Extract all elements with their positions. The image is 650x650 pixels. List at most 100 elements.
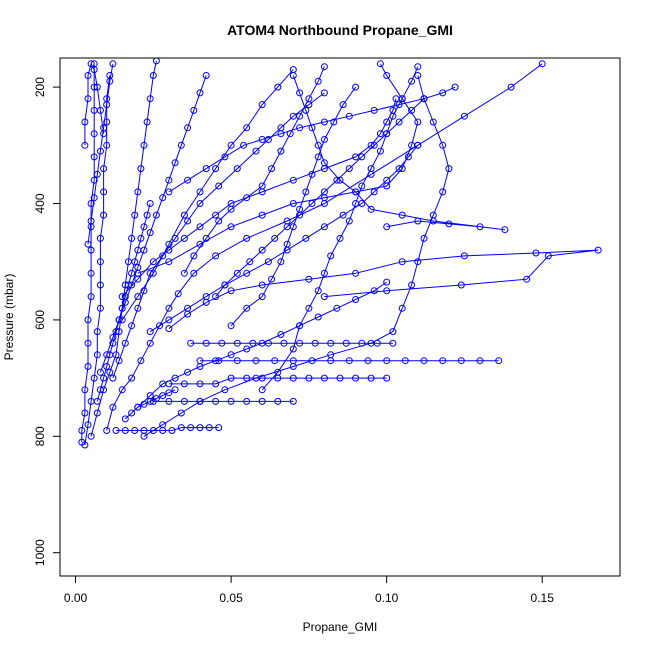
data-point [212, 357, 220, 365]
data-point [171, 386, 179, 394]
series-group [165, 246, 602, 333]
data-point [320, 374, 328, 382]
data-point [233, 357, 241, 365]
data-point [345, 165, 353, 173]
data-point [258, 397, 266, 405]
data-point [84, 95, 92, 103]
data-point [414, 118, 422, 126]
data-point [131, 258, 139, 266]
data-point [243, 345, 251, 353]
series-line [99, 75, 207, 373]
data-point [87, 432, 95, 440]
data-point [196, 188, 204, 196]
data-point [439, 188, 447, 196]
data-point [367, 205, 375, 213]
data-point [314, 77, 322, 85]
data-point [476, 223, 484, 231]
y-tick-label: 800 [33, 426, 47, 446]
data-point [143, 118, 151, 126]
series-line [81, 63, 95, 443]
data-point [414, 217, 422, 225]
data-point [376, 60, 384, 68]
data-point [289, 112, 297, 120]
data-point [134, 403, 142, 411]
data-point [87, 60, 95, 68]
data-point [308, 357, 316, 365]
data-point [215, 424, 223, 432]
data-point [215, 217, 223, 225]
data-point [283, 223, 291, 231]
data-point [327, 339, 335, 347]
data-point [215, 182, 223, 190]
data-point [93, 351, 101, 359]
data-point [146, 269, 154, 277]
data-point [320, 118, 328, 126]
series-group [289, 72, 509, 234]
data-point [121, 427, 129, 434]
data-point [106, 77, 114, 85]
data-point [87, 269, 95, 277]
data-point [103, 363, 111, 370]
data-point [333, 304, 341, 312]
data-point [103, 427, 111, 434]
data-point [180, 397, 188, 405]
data-point [460, 252, 468, 260]
data-point [370, 188, 378, 196]
data-point [196, 424, 204, 432]
data-point [258, 281, 266, 289]
data-point [289, 357, 297, 365]
data-point [156, 322, 164, 330]
data-point [258, 374, 266, 382]
data-point [383, 118, 391, 126]
series-group [81, 60, 108, 149]
data-point [149, 72, 157, 79]
data-point [227, 287, 235, 295]
data-point [289, 397, 297, 405]
data-point [84, 421, 92, 429]
data-point [352, 374, 360, 382]
data-point [258, 293, 266, 301]
data-point [140, 223, 148, 231]
data-point [159, 252, 167, 260]
series-group [187, 339, 397, 347]
data-point [100, 211, 108, 219]
data-point [96, 147, 104, 155]
data-point [202, 72, 210, 79]
data-point [165, 258, 173, 266]
data-point [134, 304, 142, 312]
data-point [439, 89, 447, 97]
data-point [81, 441, 89, 449]
data-point [320, 89, 328, 97]
data-point [146, 229, 154, 237]
data-point [227, 223, 235, 231]
data-point [212, 165, 220, 173]
data-point [171, 234, 179, 242]
data-point [233, 339, 241, 347]
data-point [495, 357, 503, 365]
series-group [93, 200, 154, 405]
data-point [429, 217, 437, 225]
data-point [128, 374, 136, 382]
data-point [96, 304, 104, 312]
data-point [296, 89, 304, 97]
series-line [168, 377, 387, 385]
data-point [93, 409, 101, 417]
data-point [383, 130, 391, 138]
data-point [134, 246, 142, 254]
data-point [392, 95, 400, 103]
data-point [212, 293, 220, 301]
data-point [383, 223, 391, 231]
series-group [149, 397, 297, 405]
data-point [280, 339, 288, 347]
data-point [414, 141, 422, 149]
data-point [289, 345, 297, 353]
data-point [336, 374, 344, 382]
data-point [93, 328, 101, 336]
data-point [352, 83, 360, 91]
data-point [258, 136, 266, 143]
data-point [376, 147, 384, 155]
data-point [159, 392, 167, 400]
y-tick-label: 400 [33, 193, 47, 213]
data-point [460, 112, 468, 120]
data-point [131, 427, 139, 434]
